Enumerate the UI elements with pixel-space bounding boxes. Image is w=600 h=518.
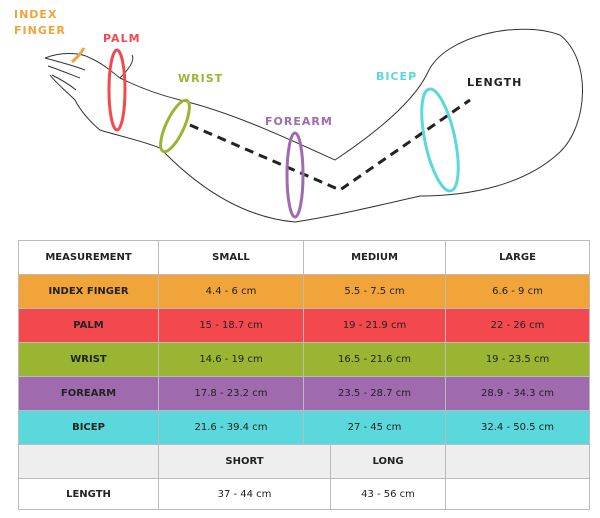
table-cell: 37 - 44 cm — [159, 479, 331, 510]
table-cell: MEASUREMENT — [19, 241, 159, 275]
table-cell: 6.6 - 9 cm — [446, 275, 590, 309]
part-label: FINGER — [14, 24, 66, 37]
table-cell: 4.4 - 6 cm — [159, 275, 304, 309]
part-label: PALM — [103, 32, 141, 45]
table-cell: 16.5 - 21.6 cm — [304, 343, 446, 377]
table-cell: LENGTH — [19, 479, 159, 510]
forearm-ring — [285, 131, 305, 219]
table-cell: MEDIUM — [304, 241, 446, 275]
index-ring — [71, 47, 86, 64]
part-label: FOREARM — [265, 115, 333, 128]
arm-outline — [44, 28, 583, 223]
table-cell: 21.6 - 39.4 cm — [159, 411, 304, 445]
table-cell — [446, 479, 590, 510]
table-cell: INDEX FINGER — [19, 275, 159, 309]
table-cell: 23.5 - 28.7 cm — [304, 377, 446, 411]
table-cell: 19 - 23.5 cm — [446, 343, 590, 377]
table-cell: SHORT — [159, 445, 331, 479]
part-label: WRIST — [178, 72, 223, 85]
table-cell: WRIST — [19, 343, 159, 377]
table-cell: LARGE — [446, 241, 590, 275]
table-cell: LONG — [331, 445, 446, 479]
table-cell: PALM — [19, 309, 159, 343]
table-cell: 22 - 26 cm — [446, 309, 590, 343]
length-line — [189, 98, 471, 192]
table-cell: 14.6 - 19 cm — [159, 343, 304, 377]
part-label: LENGTH — [467, 76, 522, 89]
table-cell: 5.5 - 7.5 cm — [304, 275, 446, 309]
table-cell: BICEP — [19, 411, 159, 445]
table-cell: 43 - 56 cm — [331, 479, 446, 510]
table-cell: SMALL — [159, 241, 304, 275]
table-cell: 15 - 18.7 cm — [159, 309, 304, 343]
part-label: INDEX — [14, 8, 57, 21]
table-cell: 28.9 - 34.3 cm — [446, 377, 590, 411]
table-cell: FOREARM — [19, 377, 159, 411]
table-cell — [19, 445, 159, 479]
table-cell: 32.4 - 50.5 cm — [446, 411, 590, 445]
part-label: BICEP — [376, 70, 417, 83]
table-cell: 17.8 - 23.2 cm — [159, 377, 304, 411]
size-table: MEASUREMENT SMALL MEDIUM LARGE INDEX FINGER 4… — [18, 240, 590, 510]
table-cell: 27 - 45 cm — [304, 411, 446, 445]
table-cell — [446, 445, 590, 479]
table-cell: 19 - 21.9 cm — [304, 309, 446, 343]
arm-diagram: INDEX FINGER PALM WRIST FOREARM BICEP LENGTH — [14, 8, 583, 223]
palm-ring — [107, 48, 127, 132]
wrist-ring — [159, 98, 191, 154]
bicep-ring — [420, 87, 460, 193]
